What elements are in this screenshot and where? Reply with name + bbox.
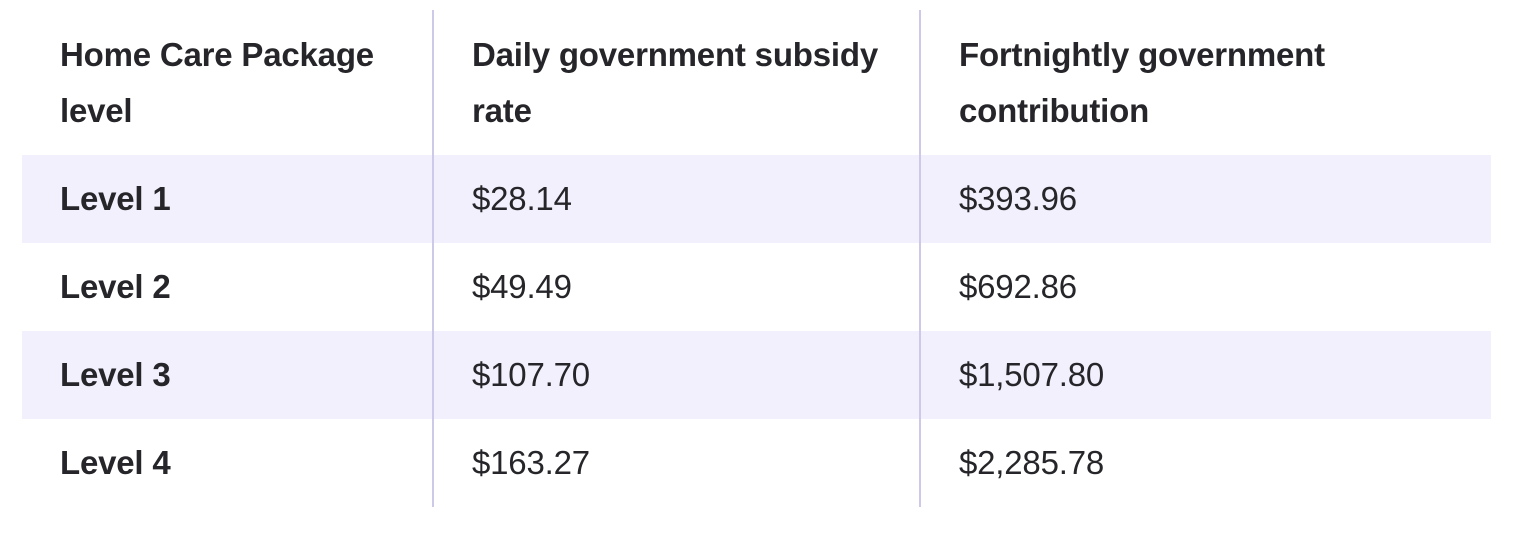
cell-daily-rate: $49.49 [432,243,919,331]
level-label: Level 4 [60,444,171,481]
header-label-line: level [60,92,133,129]
cell-level: Level 2 [22,243,432,331]
level-label: Level 2 [60,268,171,305]
fortnightly-contribution-value: $1,507.80 [959,356,1105,393]
table-row-level-3: Level 3 $107.70 $1,507.80 [22,331,1491,419]
cell-daily-rate: $107.70 [432,331,919,419]
daily-rate-value: $49.49 [472,268,572,305]
daily-rate-value: $163.27 [472,444,590,481]
fortnightly-contribution-value: $692.86 [959,268,1077,305]
cell-daily-rate: $28.14 [432,155,919,243]
level-label: Level 1 [60,180,171,217]
cell-level: Level 3 [22,331,432,419]
header-label-line: Daily government subsidy [472,36,878,73]
daily-rate-value: $28.14 [472,180,572,217]
table-row-level-1: Level 1 $28.14 $393.96 [22,155,1491,243]
cell-level: Level 4 [22,419,432,507]
table-row-level-4: Level 4 $163.27 $2,285.78 [22,419,1491,507]
header-label-line: Home Care Package [60,36,374,73]
fortnightly-contribution-value: $2,285.78 [959,444,1105,481]
header-label-line: contribution [959,92,1150,129]
subsidy-rate-table: Home Care Package level Daily government… [22,10,1491,507]
cell-fortnightly-contribution: $692.86 [919,243,1491,331]
header-cell-package-level: Home Care Package level [22,10,432,155]
cell-daily-rate: $163.27 [432,419,919,507]
header-cell-fortnightly-contribution: Fortnightly government contribution [919,10,1491,155]
cell-fortnightly-contribution: $1,507.80 [919,331,1491,419]
cell-level: Level 1 [22,155,432,243]
daily-rate-value: $107.70 [472,356,590,393]
table-header-row: Home Care Package level Daily government… [22,10,1491,155]
header-label-line: Fortnightly government [959,36,1325,73]
table-row-level-2: Level 2 $49.49 $692.86 [22,243,1491,331]
cell-fortnightly-contribution: $2,285.78 [919,419,1491,507]
level-label: Level 3 [60,356,171,393]
cell-fortnightly-contribution: $393.96 [919,155,1491,243]
header-label-line: rate [472,92,532,129]
fortnightly-contribution-value: $393.96 [959,180,1077,217]
header-cell-daily-subsidy-rate: Daily government subsidy rate [432,10,919,155]
